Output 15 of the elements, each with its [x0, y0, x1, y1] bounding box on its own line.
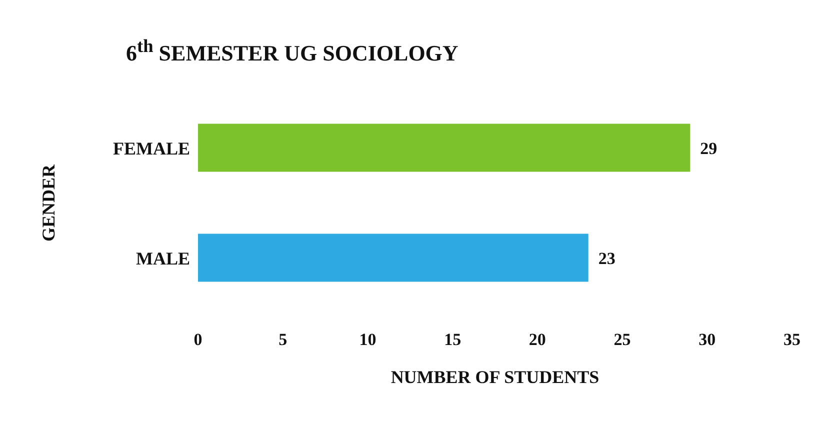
x-tick-label: 25: [614, 330, 631, 350]
x-tick-label: 10: [359, 330, 376, 350]
data-label: 29: [700, 138, 718, 158]
x-tick-label: 0: [194, 330, 202, 350]
y-axis-title: GENDER: [38, 163, 58, 242]
y-tick-label: FEMALE: [112, 138, 190, 158]
x-tick-label: 30: [698, 330, 716, 350]
x-tick-label: 35: [784, 330, 800, 350]
y-tick-label: MALE: [136, 248, 190, 268]
x-tick-label: 15: [444, 330, 462, 350]
data-label: 23: [598, 248, 616, 268]
x-axis-title: NUMBER OF STUDENTS: [390, 367, 600, 387]
x-tick-label: 5: [278, 330, 288, 350]
x-tick-label: 20: [528, 330, 546, 350]
chart-title: 6$^{th}$ SEMESTER UG SOCIOLOGY: [125, 35, 460, 68]
